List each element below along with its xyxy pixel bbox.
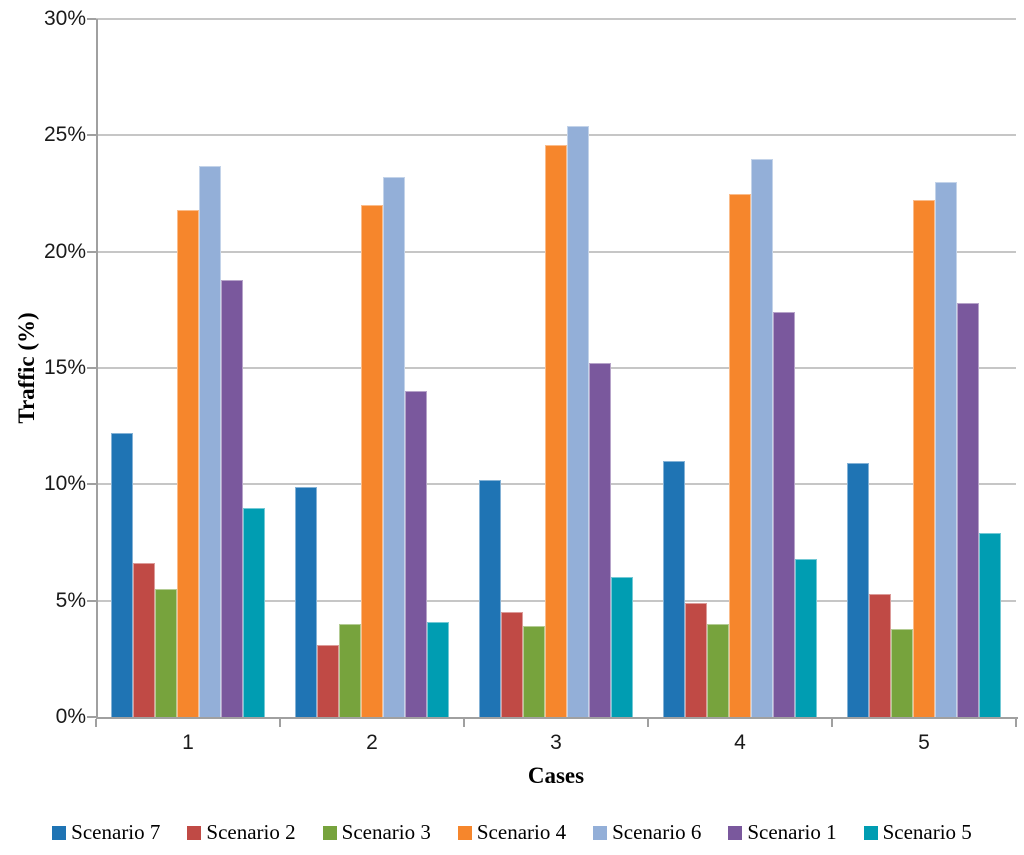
bar-scenario-3-case-5 — [891, 628, 913, 717]
bar-scenario-7-case-2 — [295, 486, 317, 717]
x-category-label-5: 5 — [918, 731, 930, 754]
x-tick-mark — [95, 719, 97, 727]
bar-scenario-6-case-2 — [383, 177, 405, 717]
bar-scenario-6-case-3 — [567, 126, 589, 717]
legend: Scenario 7 Scenario 2 Scenario 3 Scenario 4… — [0, 820, 1024, 845]
bar-scenario-4-case-1 — [177, 209, 199, 717]
bar-group-case-4 — [648, 19, 832, 717]
bar-scenario-2-case-4 — [685, 603, 707, 717]
bar-scenario-7-case-3 — [479, 479, 501, 717]
y-tick-label: 25% — [43, 123, 86, 147]
legend-label-scenario-1: Scenario 1 — [747, 820, 837, 844]
x-tick-mark — [279, 719, 281, 727]
bar-scenario-6-case-1 — [199, 165, 221, 717]
x-tick-mark — [463, 719, 465, 727]
gridline-30 — [96, 18, 1016, 20]
bar-scenario-3-case-2 — [339, 623, 361, 717]
gridline-25 — [96, 134, 1016, 137]
legend-item-scenario-1: Scenario 1 — [728, 820, 837, 845]
bar-scenario-1-case-1 — [221, 279, 243, 717]
y-tick-mark — [87, 716, 96, 718]
x-tick-mark — [1015, 719, 1017, 727]
bar-scenario-1-case-3 — [589, 363, 611, 717]
x-axis-title: Cases — [527, 763, 585, 788]
bar-scenario-4-case-5 — [913, 200, 935, 717]
y-tick-label: 0% — [55, 705, 86, 728]
legend-label-scenario-6: Scenario 6 — [612, 820, 702, 844]
legend-item-scenario-7: Scenario 7 — [52, 820, 160, 845]
bar-scenario-3-case-4 — [707, 623, 729, 717]
bar-scenario-4-case-4 — [729, 193, 751, 717]
bar-scenario-7-case-1 — [111, 433, 133, 717]
legend-swatch-scenario-3 — [322, 825, 337, 840]
plot-area — [96, 18, 1016, 717]
bar-group-case-3 — [464, 19, 648, 717]
bar-scenario-1-case-4 — [773, 312, 795, 717]
y-tick-label: 20% — [43, 239, 86, 263]
x-category-label-4: 4 — [734, 731, 746, 754]
legend-item-scenario-4: Scenario 4 — [457, 820, 567, 845]
bar-scenario-4-case-2 — [361, 205, 383, 717]
bar-scenario-5-case-2 — [427, 621, 449, 717]
bar-scenario-6-case-5 — [935, 181, 957, 717]
x-tick-mark — [831, 719, 833, 727]
bar-scenario-5-case-3 — [611, 577, 633, 717]
bar-scenario-5-case-1 — [243, 507, 265, 717]
legend-label-scenario-5: Scenario 5 — [882, 820, 972, 844]
bar-scenario-7-case-4 — [663, 461, 685, 717]
legend-label-scenario-4: Scenario 4 — [476, 820, 567, 844]
legend-swatch-scenario-1 — [728, 825, 743, 840]
bar-scenario-7-case-5 — [847, 463, 869, 717]
bar-scenario-2-case-5 — [869, 593, 891, 717]
legend-item-scenario-6: Scenario 6 — [593, 820, 701, 845]
bar-scenario-5-case-4 — [795, 558, 817, 717]
y-tick-mark — [87, 367, 96, 369]
bar-scenario-2-case-1 — [133, 563, 155, 717]
bar-scenario-1-case-2 — [405, 391, 427, 717]
x-tick-mark — [647, 719, 649, 727]
x-category-label-3: 3 — [550, 731, 562, 754]
y-tick-label: 30% — [43, 7, 86, 30]
y-tick-mark — [87, 483, 96, 486]
y-tick-mark — [87, 599, 96, 602]
y-axis-line — [96, 19, 98, 719]
bar-scenario-2-case-2 — [317, 644, 339, 717]
y-tick-mark — [87, 18, 96, 20]
legend-label-scenario-7: Scenario 7 — [71, 820, 161, 844]
bar-scenario-2-case-3 — [501, 612, 523, 717]
legend-swatch-scenario-6 — [593, 825, 608, 840]
legend-swatch-scenario-2 — [187, 825, 202, 840]
legend-swatch-scenario-5 — [863, 825, 878, 840]
legend-swatch-scenario-4 — [457, 825, 472, 840]
legend-item-scenario-5: Scenario 5 — [863, 820, 972, 845]
y-tick-mark — [87, 250, 96, 253]
bar-scenario-1-case-5 — [957, 302, 979, 717]
y-tick-label: 15% — [43, 356, 86, 379]
bar-scenario-4-case-3 — [545, 144, 567, 717]
bar-group-case-5 — [832, 19, 1016, 717]
bar-group-case-1 — [96, 19, 280, 717]
legend-label-scenario-3: Scenario 3 — [341, 820, 431, 844]
legend-label-scenario-2: Scenario 2 — [206, 820, 296, 844]
y-tick-label: 5% — [55, 588, 86, 612]
bar-scenario-3-case-1 — [155, 589, 177, 717]
bar-scenario-3-case-3 — [523, 626, 545, 717]
y-tick-mark — [87, 134, 96, 137]
y-tick-label: 10% — [43, 472, 86, 496]
x-category-label-1: 1 — [182, 731, 194, 754]
legend-swatch-scenario-7 — [52, 825, 67, 840]
bar-scenario-5-case-5 — [979, 533, 1001, 717]
x-axis-line — [96, 717, 1018, 719]
legend-item-scenario-2: Scenario 2 — [187, 820, 296, 845]
bar-scenario-6-case-4 — [751, 158, 773, 717]
bar-group-case-2 — [280, 19, 464, 717]
x-category-label-2: 2 — [366, 731, 378, 754]
legend-item-scenario-3: Scenario 3 — [322, 820, 431, 845]
